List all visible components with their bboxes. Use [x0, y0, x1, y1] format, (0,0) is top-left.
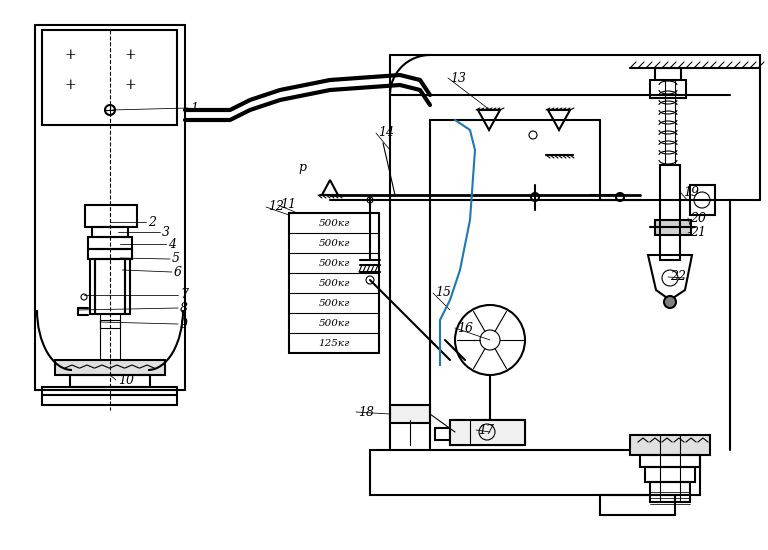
- Text: 500кг: 500кг: [318, 258, 349, 267]
- Text: р: р: [298, 161, 306, 173]
- Circle shape: [664, 296, 676, 308]
- Bar: [55, 360, 165, 375]
- Bar: [600, 495, 675, 515]
- Text: 8: 8: [180, 301, 188, 315]
- Text: 11: 11: [280, 199, 296, 212]
- Bar: [42, 387, 177, 405]
- Text: 20: 20: [690, 212, 706, 224]
- Text: 18: 18: [358, 405, 374, 419]
- Text: 4: 4: [168, 238, 176, 250]
- Text: 21: 21: [690, 227, 706, 239]
- Bar: [450, 420, 525, 445]
- Bar: [92, 227, 128, 237]
- Bar: [95, 259, 125, 314]
- Bar: [88, 249, 132, 259]
- Bar: [88, 237, 132, 249]
- Bar: [70, 375, 150, 387]
- Bar: [125, 259, 130, 314]
- Text: 16: 16: [457, 322, 473, 334]
- Text: 9: 9: [180, 317, 188, 331]
- Text: 6: 6: [174, 266, 182, 278]
- Bar: [289, 213, 379, 353]
- Text: 22: 22: [670, 271, 686, 283]
- Bar: [435, 428, 453, 440]
- Text: 19: 19: [683, 186, 699, 200]
- Text: 500кг: 500кг: [318, 278, 349, 288]
- Bar: [650, 80, 686, 98]
- Text: 10: 10: [118, 373, 134, 387]
- Text: 500кг: 500кг: [318, 239, 349, 248]
- Text: 5: 5: [172, 252, 180, 266]
- Text: 1: 1: [190, 102, 198, 114]
- Text: +: +: [65, 48, 76, 62]
- Text: 500кг: 500кг: [318, 318, 349, 327]
- Text: 125кг: 125кг: [318, 338, 349, 348]
- Bar: [690, 185, 715, 215]
- Bar: [85, 205, 137, 227]
- Bar: [390, 405, 430, 423]
- Bar: [645, 467, 695, 482]
- Bar: [640, 455, 700, 467]
- Bar: [650, 482, 690, 502]
- Text: 500кг: 500кг: [318, 218, 349, 228]
- Text: +: +: [124, 78, 136, 92]
- Text: 2: 2: [148, 216, 156, 228]
- Text: 13: 13: [450, 72, 466, 85]
- Bar: [630, 435, 710, 455]
- Bar: [42, 30, 177, 125]
- Text: 3: 3: [162, 226, 170, 239]
- Bar: [450, 420, 525, 445]
- Text: 500кг: 500кг: [318, 299, 349, 307]
- Text: +: +: [65, 78, 76, 92]
- Text: 17: 17: [478, 424, 494, 437]
- Text: 12: 12: [268, 201, 284, 213]
- Text: +: +: [124, 48, 136, 62]
- Bar: [660, 165, 680, 260]
- Bar: [655, 220, 691, 235]
- Text: 7: 7: [180, 289, 188, 301]
- Bar: [90, 259, 95, 314]
- Text: 14: 14: [378, 126, 394, 140]
- Bar: [370, 450, 700, 495]
- Text: 15: 15: [435, 287, 451, 300]
